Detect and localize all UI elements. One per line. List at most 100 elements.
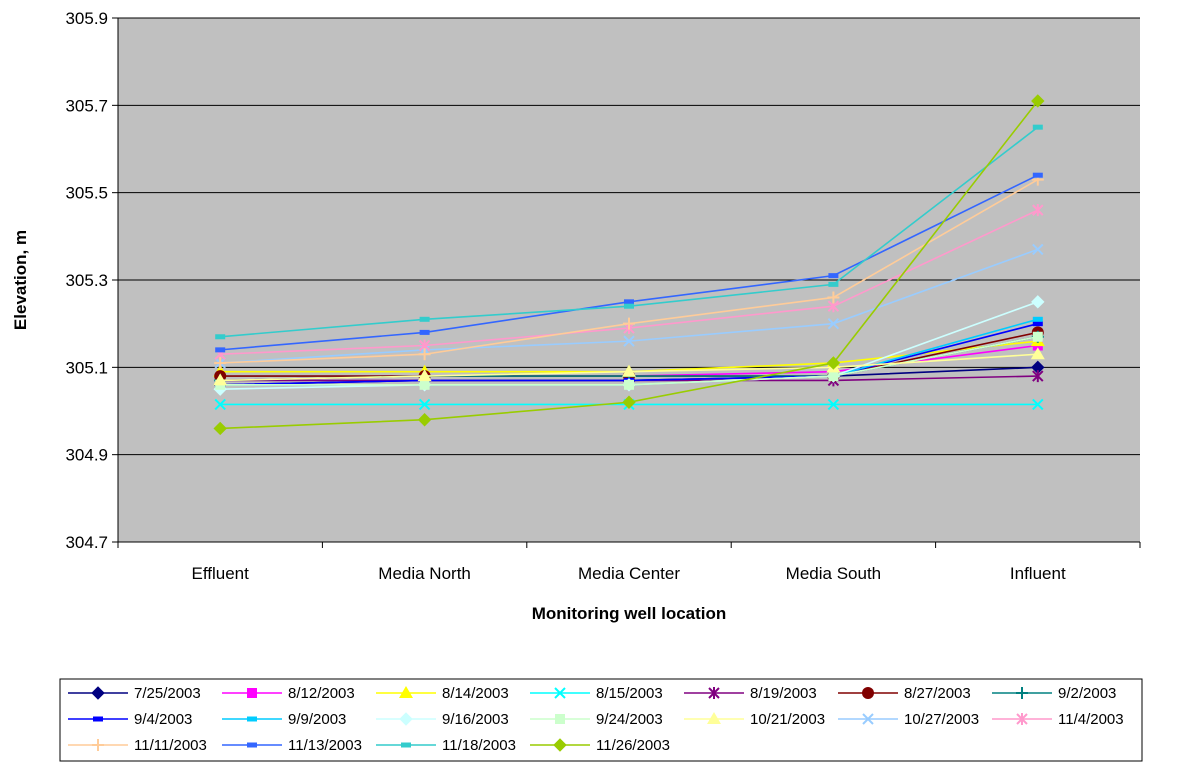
data-point — [1032, 370, 1044, 383]
legend-item: 9/9/2003 — [222, 711, 346, 728]
y-axis-title: Elevation, m — [11, 230, 30, 330]
legend-item: 9/24/2003 — [530, 711, 663, 728]
legend-item: 11/18/2003 — [376, 737, 516, 754]
legend-label: 10/27/2003 — [904, 711, 979, 728]
y-tick-label: 305.1 — [65, 358, 108, 377]
data-point — [622, 395, 636, 409]
data-point — [419, 316, 430, 322]
data-point — [828, 371, 839, 382]
data-point — [1030, 347, 1045, 360]
legend-swatch-marker — [247, 688, 257, 698]
legend-label: 11/26/2003 — [596, 737, 670, 754]
plot-area — [118, 17, 1140, 543]
y-tick-label: 305.3 — [65, 271, 108, 290]
legend-swatch-marker — [91, 686, 105, 700]
data-point — [419, 329, 430, 335]
legend: 7/25/2003 8/12/2003 8/14/2003 8/15/2003 8/19… — [59, 678, 1143, 762]
legend-swatch-marker — [399, 712, 413, 726]
data-point — [214, 356, 227, 369]
legend-item: 8/15/2003 — [530, 685, 663, 702]
x-axis-title: Monitoring well location — [532, 604, 727, 623]
data-point — [215, 334, 226, 340]
legend-swatch-marker — [862, 713, 874, 725]
legend-label: 7/25/2003 — [134, 685, 201, 702]
data-point — [827, 291, 840, 304]
series-17 — [215, 124, 1043, 340]
legend-label: 9/16/2003 — [442, 711, 509, 728]
legend-item: 10/27/2003 — [838, 711, 979, 728]
axes: 304.7 304.9 305.1 305.3 305.5 305.7 305.9 Efflu… — [65, 9, 1141, 583]
data-point — [622, 364, 636, 377]
x-tick-label: Influent — [1010, 564, 1066, 583]
data-point — [417, 413, 432, 427]
data-point — [1032, 172, 1043, 178]
legend-label: 8/14/2003 — [442, 685, 509, 702]
data-point — [1032, 321, 1043, 327]
data-point — [213, 373, 228, 386]
data-point — [1031, 94, 1045, 108]
data-point — [1032, 316, 1043, 322]
legend-swatch-marker — [553, 738, 567, 752]
series-lines — [213, 94, 1045, 436]
legend-item: 10/21/2003 — [684, 711, 825, 728]
legend-item: 11/26/2003 — [530, 737, 670, 754]
data-point — [623, 335, 635, 347]
data-point — [623, 317, 635, 330]
series-15 — [214, 173, 1044, 369]
legend-label: 8/12/2003 — [288, 685, 355, 702]
legend-label: 8/27/2003 — [904, 685, 971, 702]
legend-label: 11/11/2003 — [134, 737, 207, 754]
series-18 — [213, 94, 1045, 436]
y-tick-label: 304.9 — [65, 446, 108, 465]
legend-item: 11/11/2003 — [68, 737, 207, 754]
data-point — [215, 347, 226, 353]
legend-label: 11/18/2003 — [442, 737, 516, 754]
legend-label: 9/9/2003 — [288, 711, 346, 728]
legend-swatch-marker — [708, 687, 720, 699]
legend-label: 9/2/2003 — [1058, 685, 1116, 702]
legend-label: 11/4/2003 — [1058, 711, 1124, 728]
series-16 — [215, 172, 1043, 353]
legend-label: 8/19/2003 — [750, 685, 817, 702]
legend-label: 9/24/2003 — [596, 711, 663, 728]
legend-item: 9/4/2003 — [68, 711, 192, 728]
legend-item: 9/2/2003 — [992, 685, 1116, 702]
legend-swatch-marker — [862, 687, 874, 699]
legend-swatch-marker — [555, 714, 565, 724]
legend-item: 8/14/2003 — [376, 685, 509, 702]
legend-item: 11/4/2003 — [992, 711, 1124, 728]
legend-item: 11/13/2003 — [222, 737, 362, 754]
x-tick-label: Media North — [378, 564, 471, 583]
data-point — [624, 303, 634, 309]
legend-swatch-marker — [1016, 713, 1028, 725]
legend-swatch-marker — [554, 687, 566, 699]
data-point — [826, 356, 841, 370]
legend-item: 7/25/2003 — [68, 685, 201, 702]
data-point — [213, 421, 227, 436]
y-tick-label: 305.7 — [65, 96, 108, 115]
legend-item: 8/27/2003 — [838, 685, 971, 702]
data-point — [624, 379, 634, 390]
data-point — [418, 348, 431, 361]
data-point — [827, 317, 840, 330]
data-point — [1032, 398, 1044, 411]
y-tick-label: 305.5 — [65, 184, 108, 203]
data-point — [828, 281, 839, 287]
data-point — [1032, 331, 1043, 342]
legend-swatch-marker — [247, 742, 257, 748]
y-tick-label: 305.9 — [65, 9, 108, 28]
y-tick-label: 304.7 — [65, 533, 108, 552]
data-point — [1031, 295, 1045, 309]
data-point — [417, 369, 432, 382]
legend-label: 9/4/2003 — [134, 711, 192, 728]
x-tick-label: Effluent — [192, 564, 250, 583]
legend-swatch-marker — [707, 712, 721, 724]
x-tick-label: Media South — [786, 564, 881, 583]
data-point — [624, 299, 634, 305]
legend-label: 11/13/2003 — [288, 737, 362, 754]
legend-swatch-marker — [247, 716, 257, 722]
legend-swatch-marker — [92, 739, 104, 751]
legend-swatch-marker — [401, 742, 411, 748]
x-tick-label: Media Center — [578, 564, 680, 583]
